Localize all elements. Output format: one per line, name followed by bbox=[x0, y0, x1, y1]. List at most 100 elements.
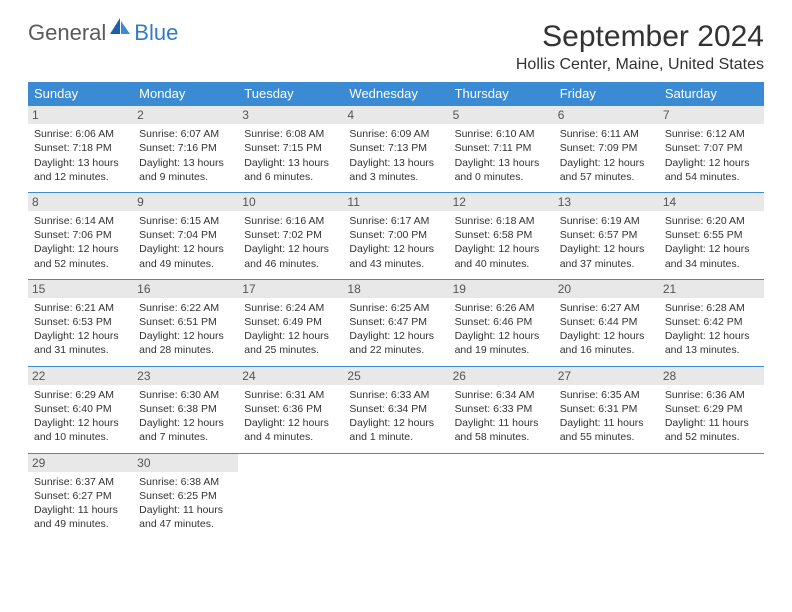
day-cell: 12Sunrise: 6:18 AMSunset: 6:58 PMDayligh… bbox=[449, 192, 554, 279]
day-cell: 25 Sunrise: 6:33 AMSunset: 6:34 PMDayligh… bbox=[343, 366, 448, 453]
sunset-line: Sunset: 6:27 PM bbox=[34, 489, 127, 503]
sunrise-line: Sunrise: 6:31 AM bbox=[244, 388, 337, 402]
sunset-line: Sunset: 7:02 PM bbox=[244, 228, 337, 242]
sunrise-line: Sunrise: 6:33 AM bbox=[349, 388, 442, 402]
daylight-line: Daylight: 12 hours and 1 minute. bbox=[349, 416, 442, 444]
sunset-line: Sunset: 6:55 PM bbox=[665, 228, 758, 242]
sunset-line: Sunset: 6:58 PM bbox=[455, 228, 548, 242]
day-number: 14 bbox=[659, 193, 764, 211]
day-cell: 23Sunrise: 6:30 AMSunset: 6:38 PMDayligh… bbox=[133, 366, 238, 453]
day-number: 18 bbox=[343, 280, 448, 298]
sunset-line: Sunset: 7:16 PM bbox=[139, 141, 232, 155]
day-cell: 11Sunrise: 6:17 AMSunset: 7:00 PMDayligh… bbox=[343, 192, 448, 279]
day-number: 25 bbox=[343, 367, 448, 385]
day-cell: 6Sunrise: 6:11 AMSunset: 7:09 PMDaylight… bbox=[554, 106, 659, 193]
day-cell: 3Sunrise: 6:08 AMSunset: 7:15 PMDaylight… bbox=[238, 106, 343, 193]
brand-logo: General Blue bbox=[28, 20, 178, 46]
day-cell: 4Sunrise: 6:09 AMSunset: 7:13 PMDaylight… bbox=[343, 106, 448, 193]
sunset-line: Sunset: 6:57 PM bbox=[560, 228, 653, 242]
day-cell: 21Sunrise: 6:28 AMSunset: 6:42 PMDayligh… bbox=[659, 279, 764, 366]
sunset-line: Sunset: 6:42 PM bbox=[665, 315, 758, 329]
sunset-line: Sunset: 6:53 PM bbox=[34, 315, 127, 329]
daylight-line: Daylight: 11 hours and 52 minutes. bbox=[665, 416, 758, 444]
sail-icon bbox=[110, 18, 132, 41]
calendar-page: General Blue September 2024 Hollis Cente… bbox=[0, 0, 792, 559]
week-row: 29 Sunrise: 6:37 AMSunset: 6:27 PMDayligh… bbox=[28, 453, 764, 539]
sunset-line: Sunset: 6:29 PM bbox=[665, 402, 758, 416]
day-cell bbox=[343, 453, 448, 539]
week-row: 1Sunrise: 6:06 AMSunset: 7:18 PMDaylight… bbox=[28, 106, 764, 193]
sunset-line: Sunset: 7:15 PM bbox=[244, 141, 337, 155]
day-number: 27 bbox=[554, 367, 659, 385]
sunset-line: Sunset: 6:33 PM bbox=[455, 402, 548, 416]
daylight-line: Daylight: 12 hours and 25 minutes. bbox=[244, 329, 337, 357]
sunrise-line: Sunrise: 6:27 AM bbox=[560, 301, 653, 315]
daylight-line: Daylight: 11 hours and 49 minutes. bbox=[34, 503, 127, 531]
sunrise-line: Sunrise: 6:25 AM bbox=[349, 301, 442, 315]
sunrise-line: Sunrise: 6:10 AM bbox=[455, 127, 548, 141]
day-cell: 8Sunrise: 6:14 AMSunset: 7:06 PMDaylight… bbox=[28, 192, 133, 279]
day-number: 2 bbox=[133, 106, 238, 124]
daylight-line: Daylight: 12 hours and 13 minutes. bbox=[665, 329, 758, 357]
day-cell bbox=[659, 453, 764, 539]
sunrise-line: Sunrise: 6:37 AM bbox=[34, 475, 127, 489]
day-cell: 24Sunrise: 6:31 AMSunset: 6:36 PMDayligh… bbox=[238, 366, 343, 453]
day-cell: 16Sunrise: 6:22 AMSunset: 6:51 PMDayligh… bbox=[133, 279, 238, 366]
brand-part1: General bbox=[28, 20, 106, 46]
daylight-line: Daylight: 12 hours and 19 minutes. bbox=[455, 329, 548, 357]
daylight-line: Daylight: 12 hours and 46 minutes. bbox=[244, 242, 337, 270]
daylight-line: Daylight: 12 hours and 7 minutes. bbox=[139, 416, 232, 444]
sunrise-line: Sunrise: 6:14 AM bbox=[34, 214, 127, 228]
daylight-line: Daylight: 12 hours and 16 minutes. bbox=[560, 329, 653, 357]
sunrise-line: Sunrise: 6:30 AM bbox=[139, 388, 232, 402]
sunrise-line: Sunrise: 6:16 AM bbox=[244, 214, 337, 228]
day-number: 17 bbox=[238, 280, 343, 298]
sunrise-line: Sunrise: 6:29 AM bbox=[34, 388, 127, 402]
day-cell: 9Sunrise: 6:15 AMSunset: 7:04 PMDaylight… bbox=[133, 192, 238, 279]
sunrise-line: Sunrise: 6:26 AM bbox=[455, 301, 548, 315]
day-number: 26 bbox=[449, 367, 554, 385]
daylight-line: Daylight: 13 hours and 6 minutes. bbox=[244, 156, 337, 184]
day-number: 28 bbox=[659, 367, 764, 385]
daylight-line: Daylight: 12 hours and 43 minutes. bbox=[349, 242, 442, 270]
day-cell: 10 Sunrise: 6:16 AMSunset: 7:02 PMDayligh… bbox=[238, 192, 343, 279]
weekday-header: Sunday bbox=[28, 82, 133, 106]
daylight-line: Daylight: 12 hours and 57 minutes. bbox=[560, 156, 653, 184]
sunset-line: Sunset: 7:13 PM bbox=[349, 141, 442, 155]
weekday-header: Monday bbox=[133, 82, 238, 106]
day-number: 29 bbox=[28, 454, 133, 472]
day-cell bbox=[554, 453, 659, 539]
daylight-line: Daylight: 13 hours and 9 minutes. bbox=[139, 156, 232, 184]
day-number: 6 bbox=[554, 106, 659, 124]
day-number: 10 bbox=[238, 193, 343, 211]
day-cell: 1Sunrise: 6:06 AMSunset: 7:18 PMDaylight… bbox=[28, 106, 133, 193]
day-number: 16 bbox=[133, 280, 238, 298]
sunset-line: Sunset: 6:51 PM bbox=[139, 315, 232, 329]
day-cell: 19Sunrise: 6:26 AMSunset: 6:46 PMDayligh… bbox=[449, 279, 554, 366]
weekday-header-row: Sunday Monday Tuesday Wednesday Thursday… bbox=[28, 82, 764, 106]
day-cell: 15Sunrise: 6:21 AMSunset: 6:53 PMDayligh… bbox=[28, 279, 133, 366]
sunset-line: Sunset: 6:34 PM bbox=[349, 402, 442, 416]
week-row: 22Sunrise: 6:29 AMSunset: 6:40 PMDayligh… bbox=[28, 366, 764, 453]
sunrise-line: Sunrise: 6:28 AM bbox=[665, 301, 758, 315]
sunrise-line: Sunrise: 6:20 AM bbox=[665, 214, 758, 228]
day-cell bbox=[238, 453, 343, 539]
daylight-line: Daylight: 12 hours and 37 minutes. bbox=[560, 242, 653, 270]
day-cell: 17 Sunrise: 6:24 AMSunset: 6:49 PMDayligh… bbox=[238, 279, 343, 366]
day-number: 7 bbox=[659, 106, 764, 124]
weekday-header: Tuesday bbox=[238, 82, 343, 106]
sunrise-line: Sunrise: 6:17 AM bbox=[349, 214, 442, 228]
sunrise-line: Sunrise: 6:24 AM bbox=[244, 301, 337, 315]
daylight-line: Daylight: 13 hours and 3 minutes. bbox=[349, 156, 442, 184]
day-cell: 28Sunrise: 6:36 AMSunset: 6:29 PMDayligh… bbox=[659, 366, 764, 453]
day-number: 4 bbox=[343, 106, 448, 124]
day-cell: 30Sunrise: 6:38 AMSunset: 6:25 PMDayligh… bbox=[133, 453, 238, 539]
weekday-header: Saturday bbox=[659, 82, 764, 106]
sunrise-line: Sunrise: 6:22 AM bbox=[139, 301, 232, 315]
daylight-line: Daylight: 13 hours and 12 minutes. bbox=[34, 156, 127, 184]
day-cell: 27Sunrise: 6:35 AMSunset: 6:31 PMDayligh… bbox=[554, 366, 659, 453]
sunset-line: Sunset: 7:07 PM bbox=[665, 141, 758, 155]
daylight-line: Daylight: 11 hours and 55 minutes. bbox=[560, 416, 653, 444]
sunset-line: Sunset: 6:49 PM bbox=[244, 315, 337, 329]
day-number: 30 bbox=[133, 454, 238, 472]
